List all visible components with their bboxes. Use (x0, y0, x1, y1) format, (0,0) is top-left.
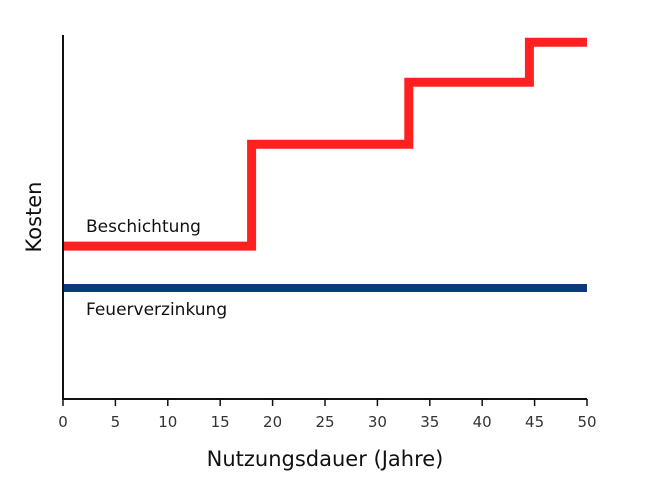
x-ticks: 0 5 10 15 20 25 30 35 40 45 50 (58, 399, 597, 431)
x-tick-label-50: 50 (577, 413, 596, 431)
axes-layer: 0 5 10 15 20 25 30 35 40 45 50 (58, 35, 597, 431)
x-tick-label-25: 25 (315, 413, 334, 431)
x-tick-label-0: 0 (58, 413, 68, 431)
series-layer (63, 37, 587, 292)
series-line-beschichtung (63, 37, 587, 251)
x-tick-label-20: 20 (263, 413, 282, 431)
x-tick-label-10: 10 (158, 413, 177, 431)
series-label-feuerverzinkung: Feuerverzinkung (86, 300, 227, 320)
x-tick-label-15: 15 (211, 413, 230, 431)
x-axis-title: Nutzungsdauer (Jahre) (207, 447, 444, 471)
x-tick-label-40: 40 (473, 413, 492, 431)
y-axis-title: Kosten (22, 182, 46, 253)
series-label-beschichtung: Beschichtung (86, 217, 201, 237)
x-tick-label-5: 5 (111, 413, 121, 431)
x-tick-label-30: 30 (368, 413, 387, 431)
x-tick-label-45: 45 (525, 413, 544, 431)
x-tick-label-35: 35 (420, 413, 439, 431)
